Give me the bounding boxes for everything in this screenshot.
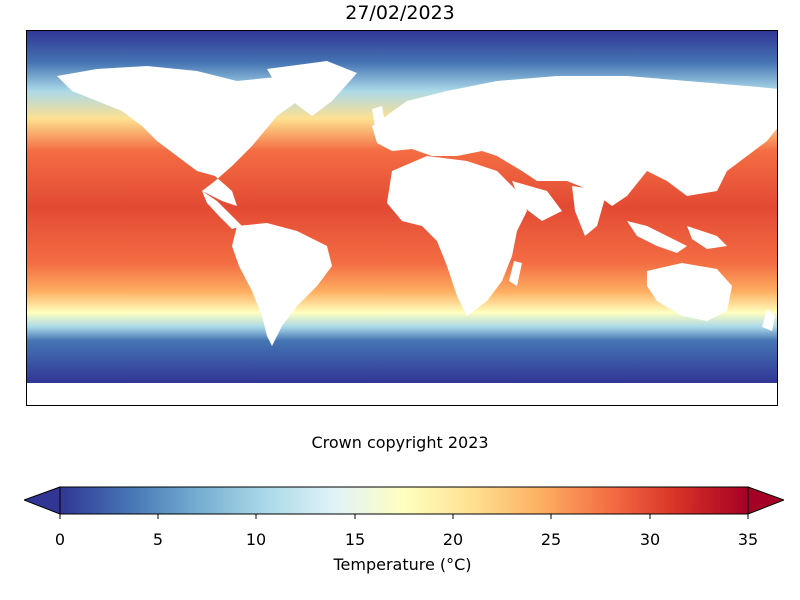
india xyxy=(572,186,607,236)
colorbar-label: Temperature (°C) xyxy=(333,555,472,574)
tick-label: 0 xyxy=(54,530,66,549)
antarctica xyxy=(27,383,777,405)
tick-label: 20 xyxy=(442,530,464,549)
maritime-southeast-asia xyxy=(627,221,727,253)
greenland xyxy=(267,61,357,116)
tick-label: 25 xyxy=(540,530,562,549)
uk-ireland xyxy=(372,106,385,127)
south-america xyxy=(232,223,332,346)
arabia xyxy=(512,181,562,221)
north-america xyxy=(57,66,327,206)
europe-asia xyxy=(372,76,777,206)
sst-map-svg xyxy=(27,31,777,405)
tick-label: 35 xyxy=(737,530,759,549)
africa xyxy=(387,156,527,316)
central-america xyxy=(202,191,242,229)
colorbar-max-extend-arrow xyxy=(747,486,784,515)
tick-label: 30 xyxy=(639,530,661,549)
australia xyxy=(647,263,732,321)
map-title: 27/02/2023 xyxy=(345,2,455,24)
madagascar xyxy=(509,261,522,286)
colorbar-tick-marks xyxy=(59,514,749,519)
new-zealand xyxy=(762,309,775,331)
colorbar-gradient xyxy=(59,486,749,515)
copyright-credit: Crown copyright 2023 xyxy=(311,433,489,452)
colorbar xyxy=(24,486,784,519)
sst-map xyxy=(26,30,778,406)
tick-label: 15 xyxy=(344,530,366,549)
land-mask xyxy=(57,61,777,346)
colorbar-tick-labels: 0 5 10 15 20 25 30 35 xyxy=(0,530,800,550)
tick-label: 10 xyxy=(245,530,267,549)
colorbar-min-extend-arrow xyxy=(24,486,61,515)
tick-label: 5 xyxy=(152,530,164,549)
